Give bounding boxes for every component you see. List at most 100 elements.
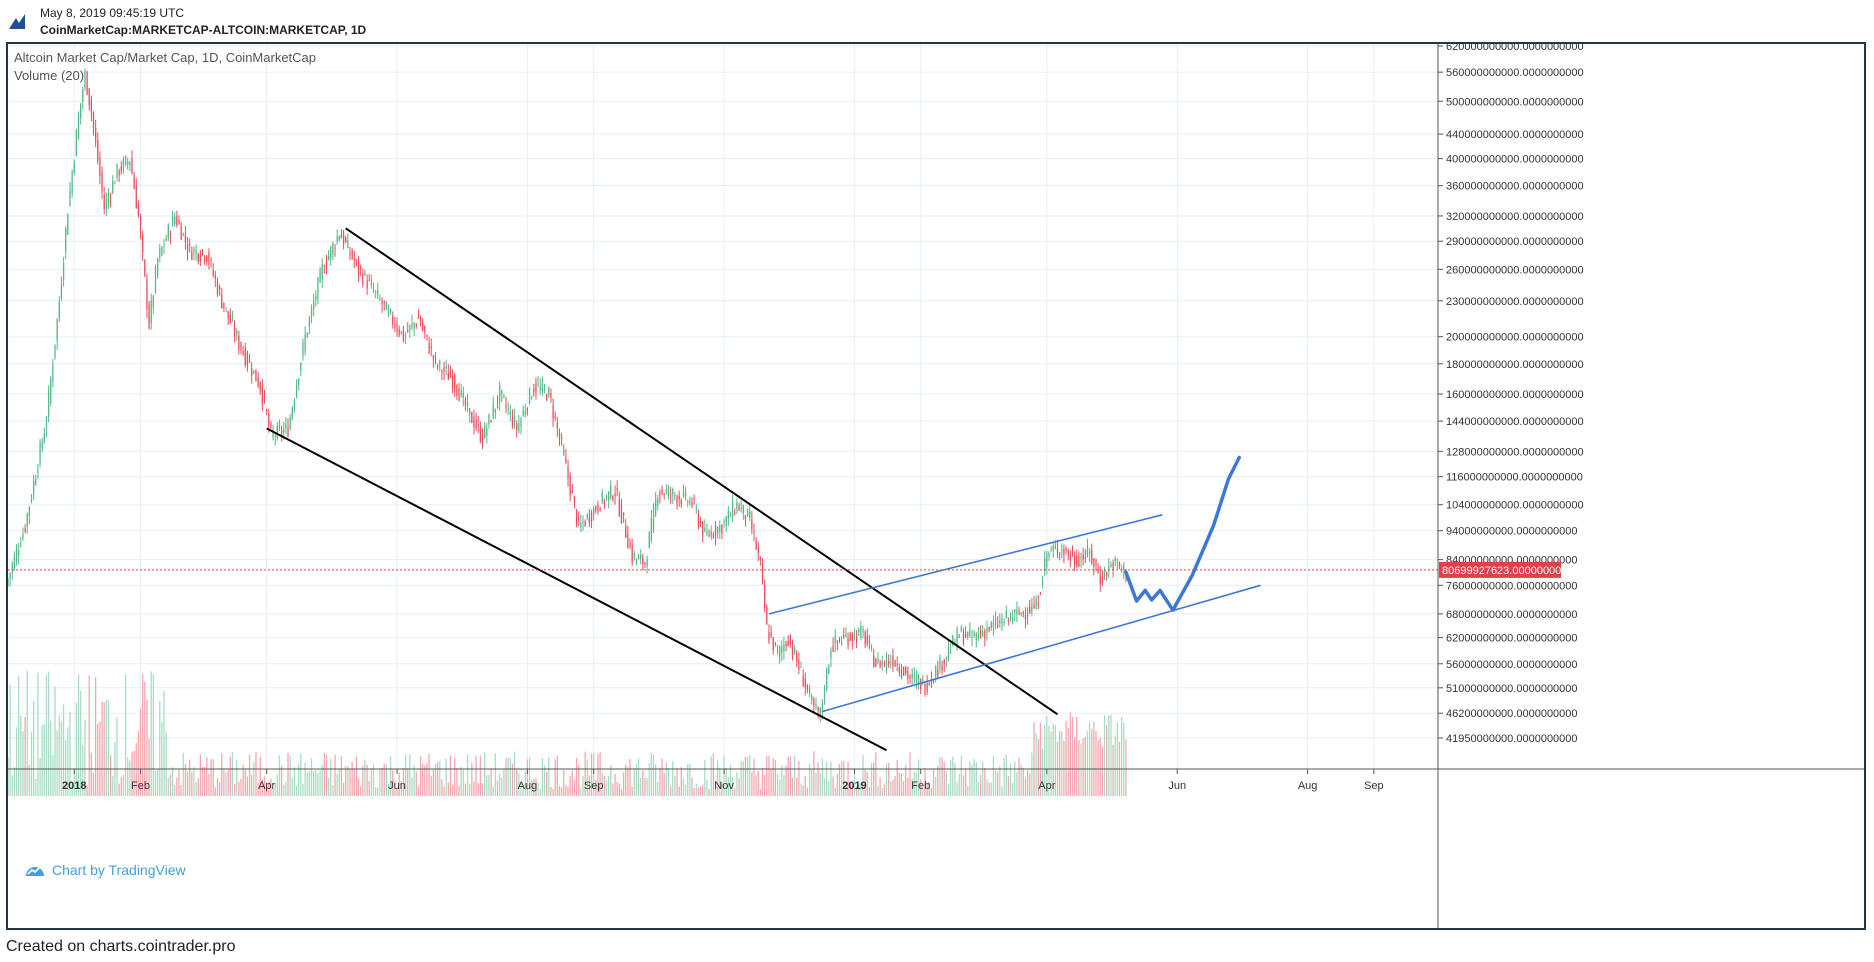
volume-bar [531,779,533,796]
volume-bar [678,786,680,796]
candle-body [26,513,28,527]
volume-bar [975,761,977,796]
volume-bar [276,774,278,796]
symbol-label: CoinMarketCap:MARKETCAP-ALTCOIN:MARKETCA… [40,23,367,37]
volume-bar [233,783,236,796]
chart-frame[interactable]: 620000000000.0000000000 560000000000.0000… [6,42,1866,930]
volume-bar [620,789,623,796]
volume-bar [148,738,150,796]
volume-bar [443,786,445,796]
price-tick-label: 290000000000.0000000000 [1446,236,1584,248]
volume-bar [699,785,702,796]
candle-body [332,243,334,255]
candle-body [152,295,154,308]
volume-bar [330,758,332,796]
volume-bar [471,762,473,796]
candle-body [184,234,187,242]
volume-bar [118,783,120,796]
volume-bar [702,784,704,796]
volume-bar [186,771,189,796]
volume-bar [672,761,674,796]
candle-body [402,329,405,341]
candle-body [740,507,742,510]
volume-bar [751,772,753,796]
candle-body [817,707,819,711]
candle-body [214,275,216,280]
candle-body [969,628,971,635]
volume-bar [293,766,296,796]
volume-bar [986,779,988,796]
volume-bar [265,783,268,796]
candle-body [310,307,313,317]
volume-bar [163,690,165,796]
candle-body [588,516,591,524]
candle-body [926,683,928,692]
candle-body [80,103,82,118]
candle-body [293,400,296,409]
candle-body [563,451,565,453]
candle-body [522,410,524,417]
candle-body [759,557,762,560]
volume-bar [69,711,71,796]
candle-body [73,161,75,173]
candle-body [208,252,210,265]
candle-body [920,678,922,690]
candle-body [1016,608,1018,615]
candle-body [1101,577,1104,584]
candle-body [539,386,541,391]
volume-bar [285,782,287,796]
volume-bar [105,699,107,796]
candle-body [30,498,33,502]
price-tick-label: 320000000000.0000000000 [1446,211,1584,223]
volume-bar [1003,757,1005,796]
volume-bar [840,760,843,796]
volume-bar [99,721,101,796]
candle-body [65,228,67,252]
candle-body [325,262,328,268]
candle-body [270,422,272,428]
volume-bar [759,788,762,796]
volume-bar [997,771,999,796]
candle-body [1099,574,1101,585]
candle-body [1048,552,1050,557]
candle-body [22,533,24,539]
volume-bar [488,774,490,796]
volume-bar [327,777,330,796]
volume-bar [283,784,285,796]
volume-bar [430,775,432,796]
candle-body [1052,546,1054,551]
candle-body [368,280,370,282]
volume-bar [729,764,732,796]
tradingview-badge[interactable]: Chart by TradingView [24,862,186,878]
candle-body [1050,548,1052,550]
price-tick-label: 68000000000.0000000000 [1446,609,1578,621]
candle-body [338,236,340,241]
volume-bar [159,701,161,796]
volume-bar [255,752,257,796]
volume-bar [860,783,862,796]
price-chart[interactable]: 620000000000.0000000000 560000000000.0000… [8,44,1864,928]
volume-bar [139,708,142,796]
candle-body [323,271,325,273]
candle-body [789,636,791,644]
candle-body [437,365,439,367]
candle-body [845,634,847,637]
candle-body [550,392,552,399]
candle-body [879,661,881,668]
volume-bar [246,776,249,796]
volume-bar [708,788,710,796]
candle-body [210,260,212,262]
candle-body [560,437,563,440]
candle-body [962,633,965,644]
volume-bar [109,755,112,796]
volume-bar [629,758,631,796]
candle-body [47,392,50,417]
candle-body [932,680,935,683]
volume-bar [456,768,458,796]
volume-bar [1011,782,1014,796]
falling-wedge-upper [345,227,1059,716]
volume-bar [75,702,78,796]
candle-body [231,319,234,321]
volume-bar [26,670,28,796]
candles [8,68,1127,723]
